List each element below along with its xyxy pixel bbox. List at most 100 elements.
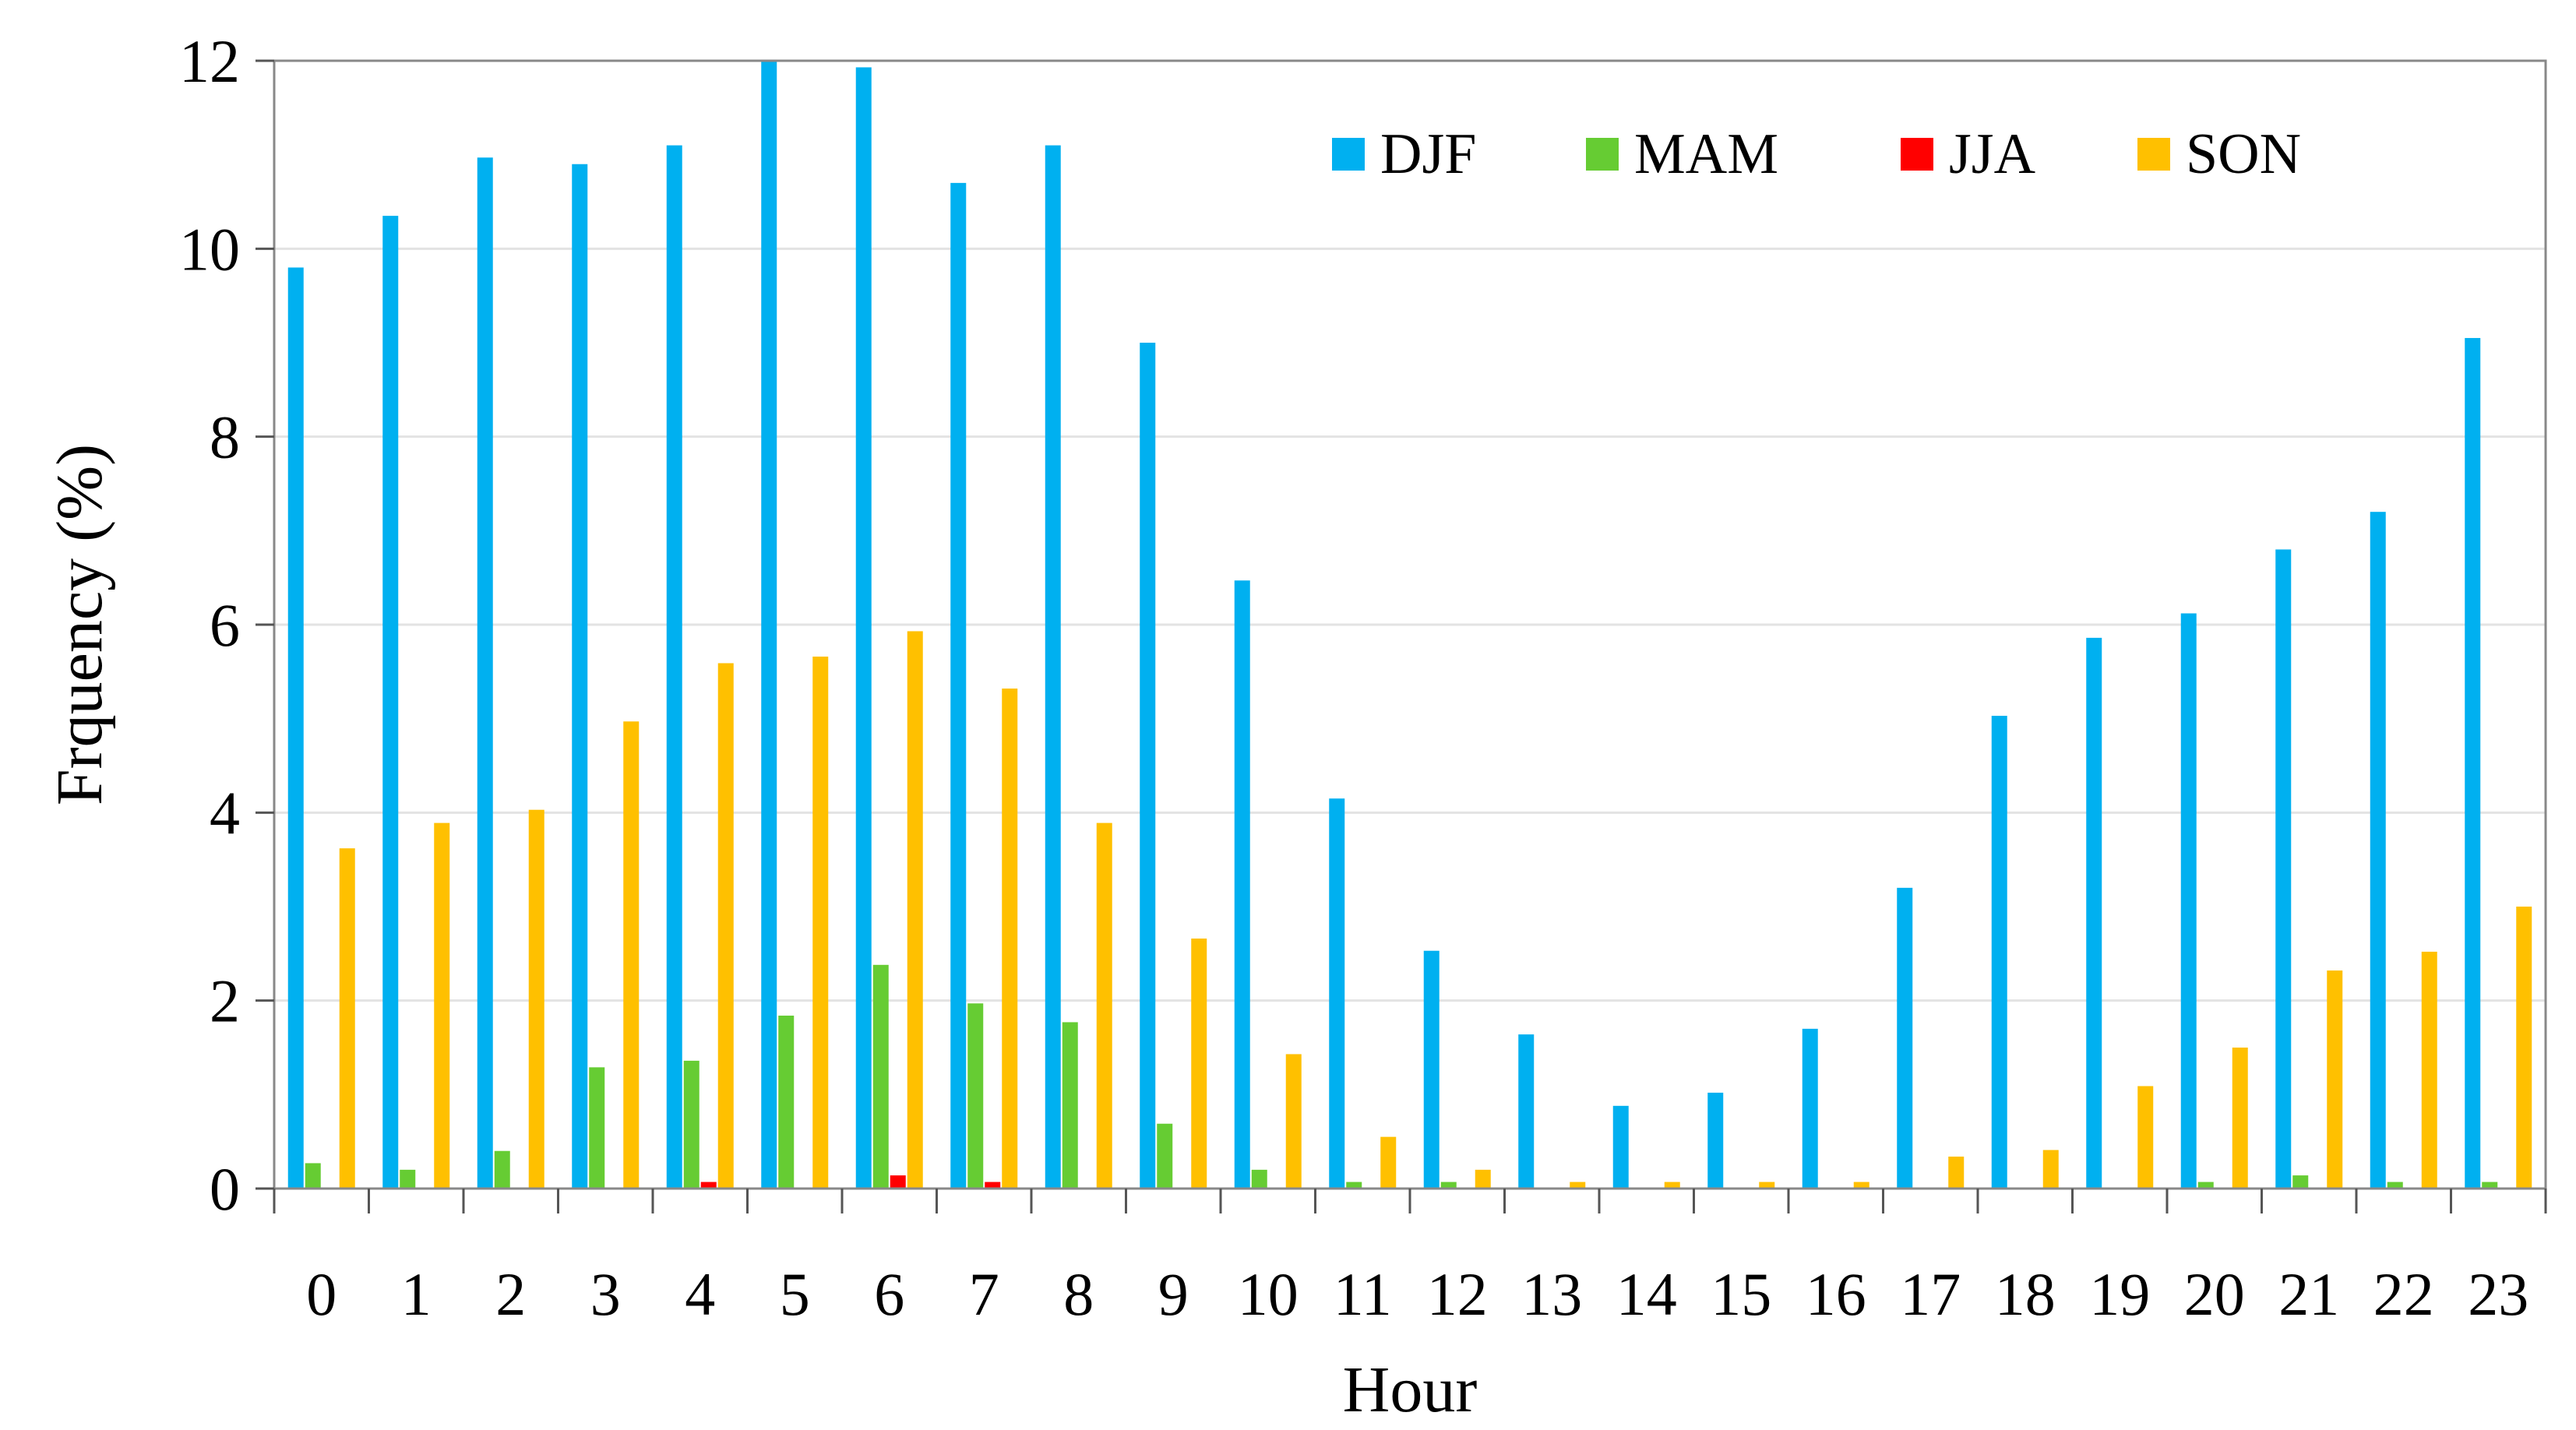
- bar-son: [2042, 1150, 2059, 1189]
- bar-mam: [2292, 1175, 2309, 1189]
- bar-mam: [2482, 1182, 2498, 1189]
- bar-djf: [1423, 950, 1440, 1189]
- x-tick-label: 19: [2089, 1260, 2150, 1328]
- x-tick-label: 21: [2278, 1260, 2339, 1328]
- bar-son: [907, 631, 923, 1189]
- gridlines: [274, 247, 2546, 1002]
- bar-djf: [950, 182, 967, 1189]
- bar-son: [1948, 1156, 1965, 1189]
- x-tick-label: 13: [1521, 1260, 1582, 1328]
- legend-label: DJF: [1380, 122, 1476, 186]
- y-tick-label: 0: [210, 1155, 240, 1223]
- bar-son: [1002, 689, 1018, 1189]
- x-tick-label: 3: [590, 1260, 621, 1328]
- y-tick-label: 4: [210, 779, 240, 847]
- bar-son: [2516, 907, 2532, 1189]
- y-tick-label: 10: [179, 215, 240, 283]
- legend-item-jja: JJA: [1901, 122, 2035, 186]
- legend-label: MAM: [1634, 122, 1778, 186]
- y-tick-label: 6: [210, 591, 240, 659]
- bar-mam: [683, 1060, 700, 1189]
- y-tick-label: 8: [210, 403, 240, 471]
- x-tick-label: 14: [1616, 1260, 1677, 1328]
- bar-djf: [666, 145, 682, 1189]
- bar-mam: [589, 1067, 605, 1189]
- legend-swatch: [2137, 138, 2170, 171]
- bar-son: [1191, 939, 1207, 1189]
- legend-item-djf: DJF: [1332, 122, 1476, 186]
- bar-son: [1475, 1169, 1491, 1189]
- bar-djf: [287, 267, 304, 1189]
- bar-djf: [761, 61, 777, 1189]
- x-tick-label: 20: [2184, 1260, 2245, 1328]
- bar-djf: [1897, 887, 1913, 1189]
- x-tick-label: 17: [1900, 1260, 1961, 1328]
- y-tick-label: 12: [179, 27, 240, 95]
- bar-mam: [1440, 1182, 1457, 1189]
- bar-mam: [967, 1003, 984, 1189]
- bars: [287, 61, 2532, 1189]
- bar-son: [812, 657, 829, 1189]
- bar-son: [717, 663, 734, 1189]
- bar-son: [1664, 1182, 1680, 1189]
- legend-swatch: [1901, 138, 1933, 171]
- bar-mam: [872, 964, 889, 1189]
- x-tick-label: 4: [685, 1260, 715, 1328]
- series-mam: [305, 964, 2498, 1189]
- legend-item-son: SON: [2137, 122, 2301, 186]
- x-tick-label: 0: [306, 1260, 337, 1328]
- bar-mam: [1346, 1182, 1362, 1189]
- legend-swatch: [1586, 138, 1619, 171]
- bar-mam: [305, 1163, 321, 1189]
- y-axis-title: Frquency (%): [44, 444, 116, 805]
- bar-mam: [1157, 1123, 1173, 1189]
- x-tick-label: 8: [1063, 1260, 1094, 1328]
- x-tick-label: 7: [969, 1260, 999, 1328]
- bar-djf: [1045, 145, 1061, 1189]
- x-tick-label: 5: [780, 1260, 810, 1328]
- x-tick-label: 22: [2373, 1260, 2434, 1328]
- x-tick-label: 12: [1427, 1260, 1488, 1328]
- bar-son: [2232, 1048, 2248, 1189]
- y-tick-label: 2: [210, 967, 240, 1035]
- x-tick-label: 16: [1806, 1260, 1866, 1328]
- bar-son: [1853, 1182, 1869, 1189]
- bar-son: [339, 848, 355, 1189]
- bar-djf: [2370, 512, 2386, 1189]
- bar-djf: [2275, 549, 2292, 1189]
- bar-mam: [2387, 1182, 2403, 1189]
- bar-son: [1380, 1136, 1397, 1189]
- bar-djf: [1991, 716, 2007, 1189]
- series-son: [339, 631, 2532, 1189]
- bar-djf: [1518, 1034, 1535, 1189]
- x-tick-label: 1: [401, 1260, 432, 1328]
- bar-son: [1096, 822, 1112, 1189]
- x-tick-label: 10: [1238, 1260, 1299, 1328]
- x-axis-title: Hour: [1343, 1354, 1478, 1426]
- x-tick-label: 2: [495, 1260, 526, 1328]
- bar-son: [1759, 1182, 1775, 1189]
- bar-mam: [2197, 1182, 2214, 1189]
- bar-son: [1285, 1054, 1302, 1189]
- bar-jja: [890, 1175, 906, 1189]
- bar-son: [1570, 1182, 1586, 1189]
- x-tick-label: 11: [1334, 1260, 1392, 1328]
- x-tick-label: 15: [1711, 1260, 1771, 1328]
- bar-jja: [700, 1182, 717, 1189]
- x-tick-label: 23: [2468, 1260, 2528, 1328]
- x-tick-label: 9: [1158, 1260, 1189, 1328]
- series-djf: [287, 61, 2481, 1189]
- bar-son: [528, 809, 544, 1189]
- bar-son: [623, 721, 640, 1189]
- bar-son: [434, 822, 450, 1189]
- bar-mam: [1251, 1169, 1267, 1189]
- bar-djf: [1802, 1028, 1818, 1189]
- bar-son: [2421, 951, 2437, 1189]
- bar-djf: [477, 157, 493, 1189]
- bar-son: [2327, 970, 2343, 1189]
- bar-djf: [1612, 1105, 1629, 1189]
- bar-mam: [1062, 1022, 1078, 1189]
